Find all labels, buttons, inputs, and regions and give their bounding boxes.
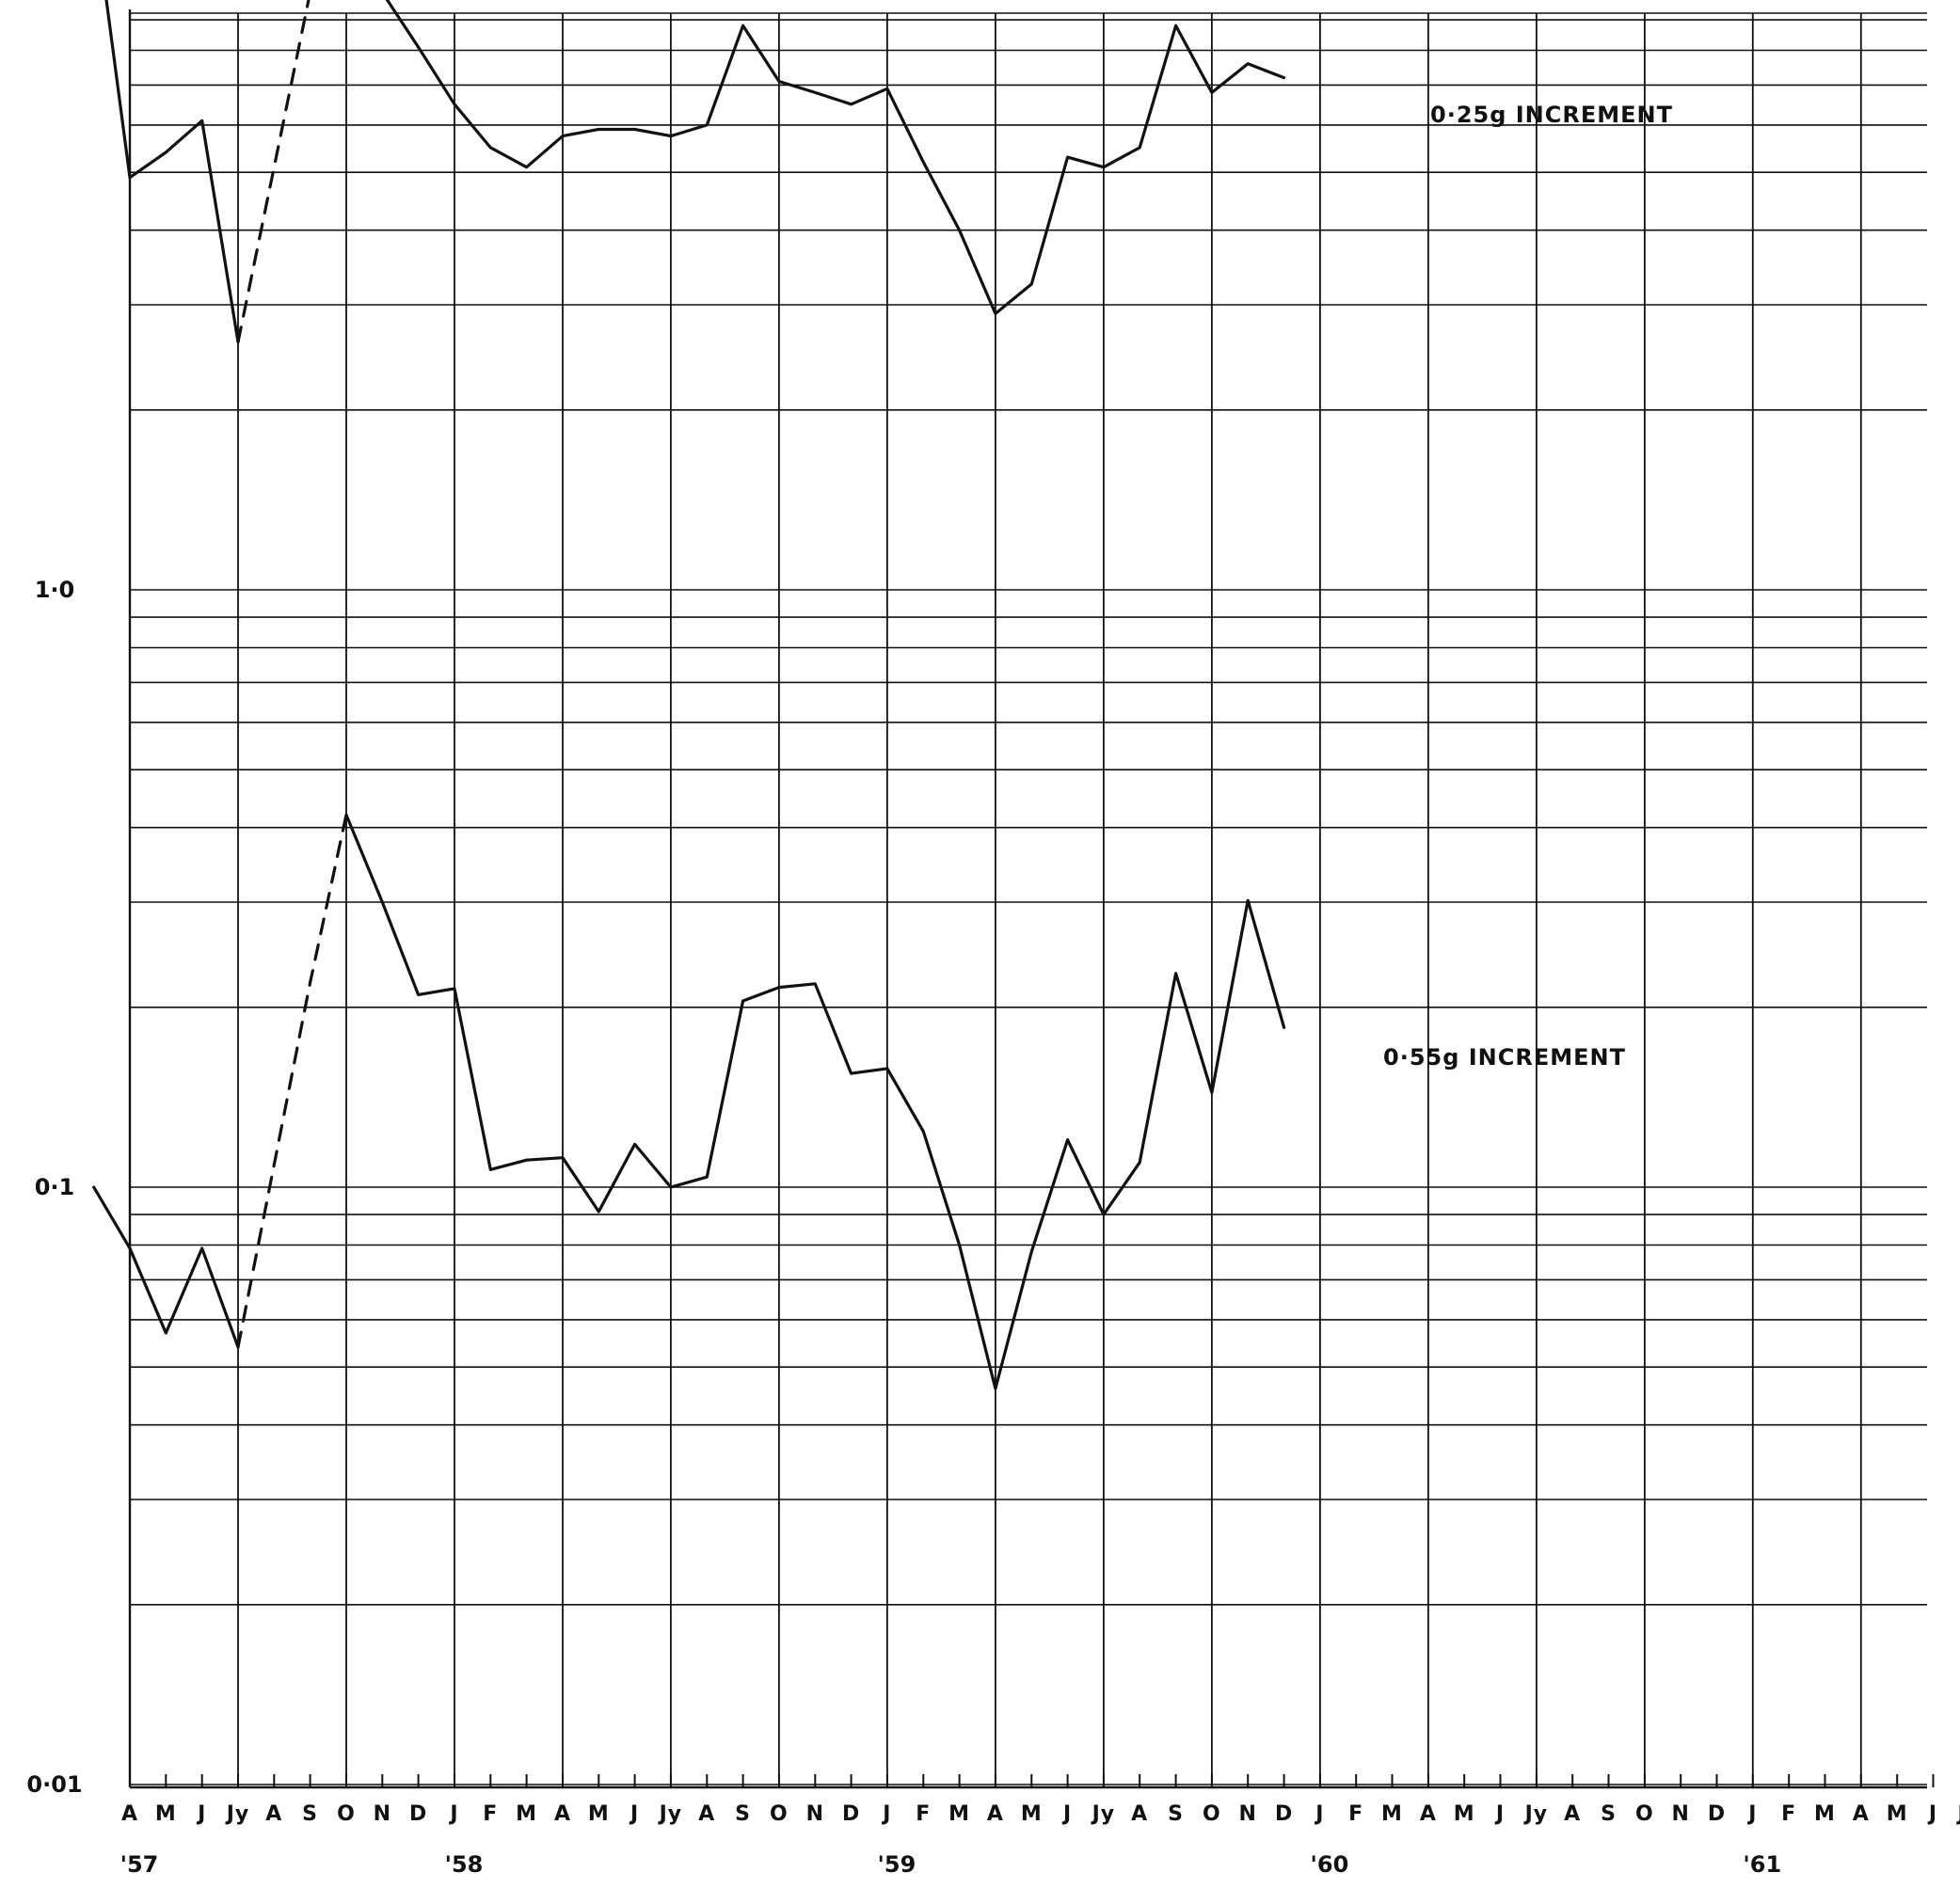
x-tick-label: J [629,1802,639,1826]
x-tick-label: O [1203,1802,1221,1826]
series-label: 0·55g INCREMENT [1383,1044,1626,1071]
x-tick-label: M [516,1802,537,1826]
x-tick-label: A [554,1802,571,1826]
x-tick-label: D [1275,1802,1293,1826]
x-tick-label: Jy [1523,1802,1549,1826]
y-tick-label: 1·0 [35,577,75,603]
x-year-label: '61 [1743,1851,1781,1878]
series-lines [92,0,1286,1390]
x-tick-label: A [698,1802,715,1826]
x-tick-label: D [409,1802,427,1826]
x-tick-label: F [483,1802,498,1826]
x-tick-label: F [1781,1802,1796,1826]
x-tick-label: Jy [1956,1802,1960,1826]
x-tick-label: A [121,1802,138,1826]
axes [128,9,1935,1789]
x-tick-label: D [842,1802,860,1826]
x-tick-label: J [881,1802,891,1826]
x-tick-label: J [448,1802,458,1826]
x-tick-label: A [1564,1802,1581,1826]
x-tick-label: S [735,1802,751,1826]
x-tick-label: J [196,1802,206,1826]
x-tick-label: M [1887,1802,1908,1826]
x-tick-label: O [770,1802,789,1826]
x-tick-label: N [806,1802,824,1826]
x-tick-label: O [1635,1802,1654,1826]
x-tick-label: S [302,1802,318,1826]
x-tick-label: J [1061,1802,1072,1826]
x-tick-label: S [1168,1802,1184,1826]
x-tick-label: Jy [658,1802,683,1826]
series-line [385,0,1286,315]
x-tick-label: M [948,1802,970,1826]
x-tick-label: J [1746,1802,1757,1826]
x-tick-label: S [1601,1802,1617,1826]
x-tick-label: M [1814,1802,1836,1826]
series-line [236,813,348,1349]
x-tick-label: A [1131,1802,1148,1826]
x-tick-label: M [1021,1802,1043,1826]
x-tick-label: A [1420,1802,1437,1826]
series-line [236,0,311,344]
x-tick-label: A [265,1802,282,1826]
x-tick-label: J [1494,1802,1505,1826]
x-tick-label: N [374,1802,391,1826]
x-year-label: '60 [1311,1851,1349,1878]
x-tick-label: A [987,1802,1004,1826]
x-tick-label: N [1238,1802,1256,1826]
series-line [104,0,240,344]
series-label: 0·25g INCREMENT [1430,102,1673,128]
y-tick-label: 0·01 [26,1771,82,1798]
x-tick-label: O [337,1802,356,1826]
x-tick-label: A [1853,1802,1870,1826]
x-tick-label: M [1381,1802,1403,1826]
grid [130,12,1927,1787]
x-tick-label: M [1454,1802,1475,1826]
labels: A M J Jy A S O N D J F M A M J Jy A S O N D J F M A M J Jy A S O N D J F M A… [26,102,1960,1878]
x-year-label: '57 [120,1851,159,1878]
series-line [344,813,1286,1390]
x-tick-label: N [1671,1802,1689,1826]
x-tick-label: Jy [1091,1802,1116,1826]
x-tick-label: F [916,1802,931,1826]
y-tick-label: 0·1 [35,1174,75,1200]
x-tick-label: F [1348,1802,1363,1826]
x-year-label: '58 [445,1851,484,1878]
x-tick-label: J [1927,1802,1937,1826]
x-tick-label: M [155,1802,177,1826]
series-line [92,1185,240,1349]
x-year-label: '59 [878,1851,916,1878]
x-tick-label: J [1314,1802,1324,1826]
x-tick-label: D [1708,1802,1726,1826]
x-tick-label: M [588,1802,610,1826]
x-tick-label: Jy [225,1802,250,1826]
